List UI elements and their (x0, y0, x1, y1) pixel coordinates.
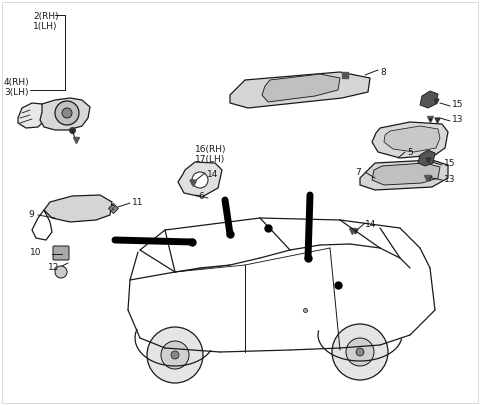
Text: 17(LH): 17(LH) (195, 155, 225, 164)
Text: 10: 10 (30, 248, 41, 257)
Polygon shape (44, 195, 112, 222)
Circle shape (55, 101, 79, 125)
Polygon shape (418, 150, 435, 166)
Circle shape (55, 266, 67, 278)
Text: 4(RH): 4(RH) (4, 78, 30, 87)
Circle shape (356, 348, 364, 356)
Text: 8: 8 (380, 68, 386, 77)
Text: 15: 15 (444, 159, 456, 168)
Text: 14: 14 (207, 170, 218, 179)
FancyBboxPatch shape (53, 246, 69, 260)
Text: 13: 13 (444, 175, 456, 184)
Polygon shape (372, 122, 448, 158)
Circle shape (62, 108, 72, 118)
Text: 12: 12 (48, 263, 60, 272)
Text: 14: 14 (365, 220, 376, 229)
Text: 5: 5 (407, 148, 413, 157)
Text: 7: 7 (355, 168, 361, 177)
Polygon shape (18, 103, 46, 128)
Polygon shape (178, 162, 222, 197)
Polygon shape (372, 163, 440, 185)
Text: 9: 9 (28, 210, 34, 219)
Text: 6: 6 (198, 192, 204, 201)
Polygon shape (420, 91, 438, 108)
Text: 15: 15 (452, 100, 464, 109)
Polygon shape (262, 74, 340, 102)
Polygon shape (360, 160, 448, 190)
Text: 1(LH): 1(LH) (33, 22, 58, 31)
Circle shape (332, 324, 388, 380)
Circle shape (171, 351, 179, 359)
Circle shape (192, 172, 208, 188)
Circle shape (346, 338, 374, 366)
Text: 2(RH): 2(RH) (33, 12, 59, 21)
Polygon shape (40, 98, 90, 130)
Text: 13: 13 (452, 115, 464, 124)
Text: 16(RH): 16(RH) (195, 145, 227, 154)
Text: 3(LH): 3(LH) (4, 88, 28, 97)
Text: 11: 11 (132, 198, 144, 207)
Circle shape (147, 327, 203, 383)
Text: 2: 2 (111, 205, 115, 211)
Polygon shape (384, 126, 440, 152)
Polygon shape (230, 72, 370, 108)
Circle shape (161, 341, 189, 369)
